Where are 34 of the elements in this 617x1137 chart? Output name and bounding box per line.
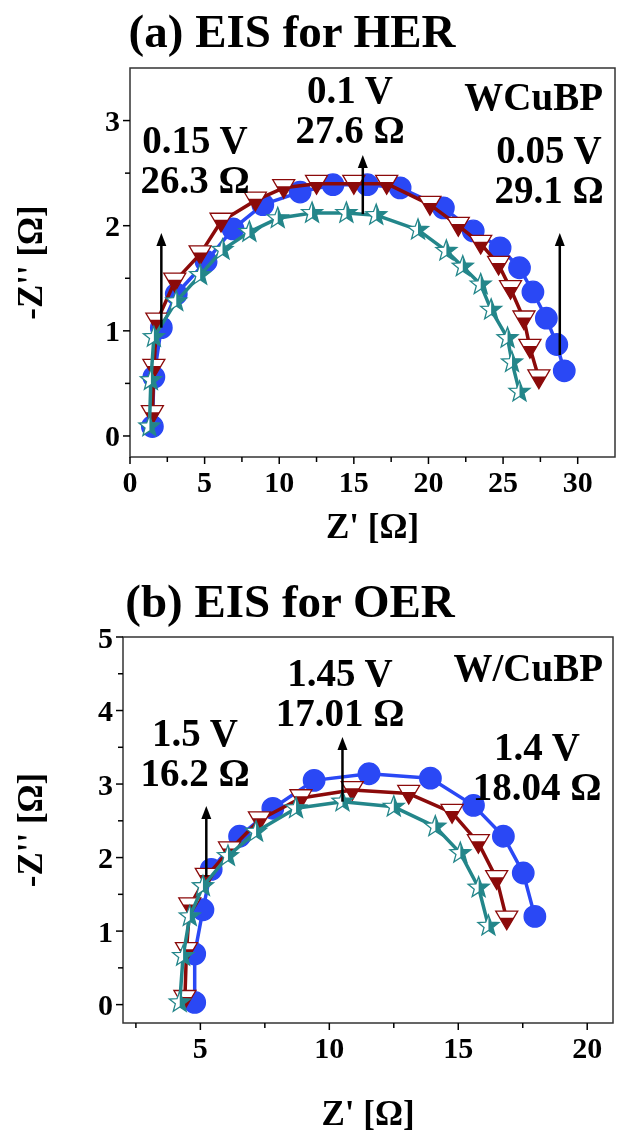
- x-tick-label: 20: [572, 1031, 603, 1064]
- annotation: 1.45 V 17.01 Ω: [275, 651, 405, 734]
- y-tick-label: 5: [98, 620, 113, 654]
- y-axis-title: -Z'' [Ω]: [11, 205, 50, 320]
- y-tick-label: 3: [98, 767, 113, 801]
- annotation: WCuBP: [464, 75, 603, 118]
- chart-title: (a) EIS for HER: [128, 5, 457, 57]
- y-tick-label: 0: [105, 419, 120, 453]
- annotation: 1.4 V 18.04 Ω: [472, 725, 602, 808]
- x-tick-label: 5: [197, 465, 213, 498]
- annotation: 0.05 V 29.1 Ω: [494, 128, 604, 211]
- x-tick-label: 5: [192, 1031, 208, 1064]
- x-tick-label: 10: [264, 465, 295, 498]
- y-tick-label: 2: [105, 209, 120, 243]
- x-tick-label: 15: [443, 1031, 474, 1064]
- x-tick-label: 15: [338, 465, 369, 498]
- annotation: 0.15 V 26.3 Ω: [140, 118, 250, 201]
- y-tick-label: 4: [98, 694, 113, 728]
- y-axis-title: -Z'' [Ω]: [11, 772, 50, 888]
- y-tick-label: 3: [105, 104, 120, 138]
- x-tick-label: 20: [413, 465, 444, 498]
- y-tick-label: 1: [105, 314, 120, 348]
- chart-title: (b) EIS for OER: [125, 575, 456, 627]
- annotation: W/CuBP: [453, 646, 603, 689]
- annotation: 1.5 V 16.2 Ω: [140, 711, 250, 794]
- x-axis-title: Z' [Ω]: [325, 507, 420, 546]
- y-tick-label: 1: [98, 914, 113, 948]
- x-tick-label: 10: [314, 1031, 345, 1064]
- y-tick-label: 2: [98, 841, 113, 875]
- x-axis-title: Z' [Ω]: [321, 1094, 415, 1133]
- annotation: 0.1 V 27.6 Ω: [295, 68, 405, 151]
- y-tick-label: 0: [98, 988, 113, 1022]
- x-tick-label: 25: [488, 465, 519, 498]
- x-tick-label: 30: [562, 465, 593, 498]
